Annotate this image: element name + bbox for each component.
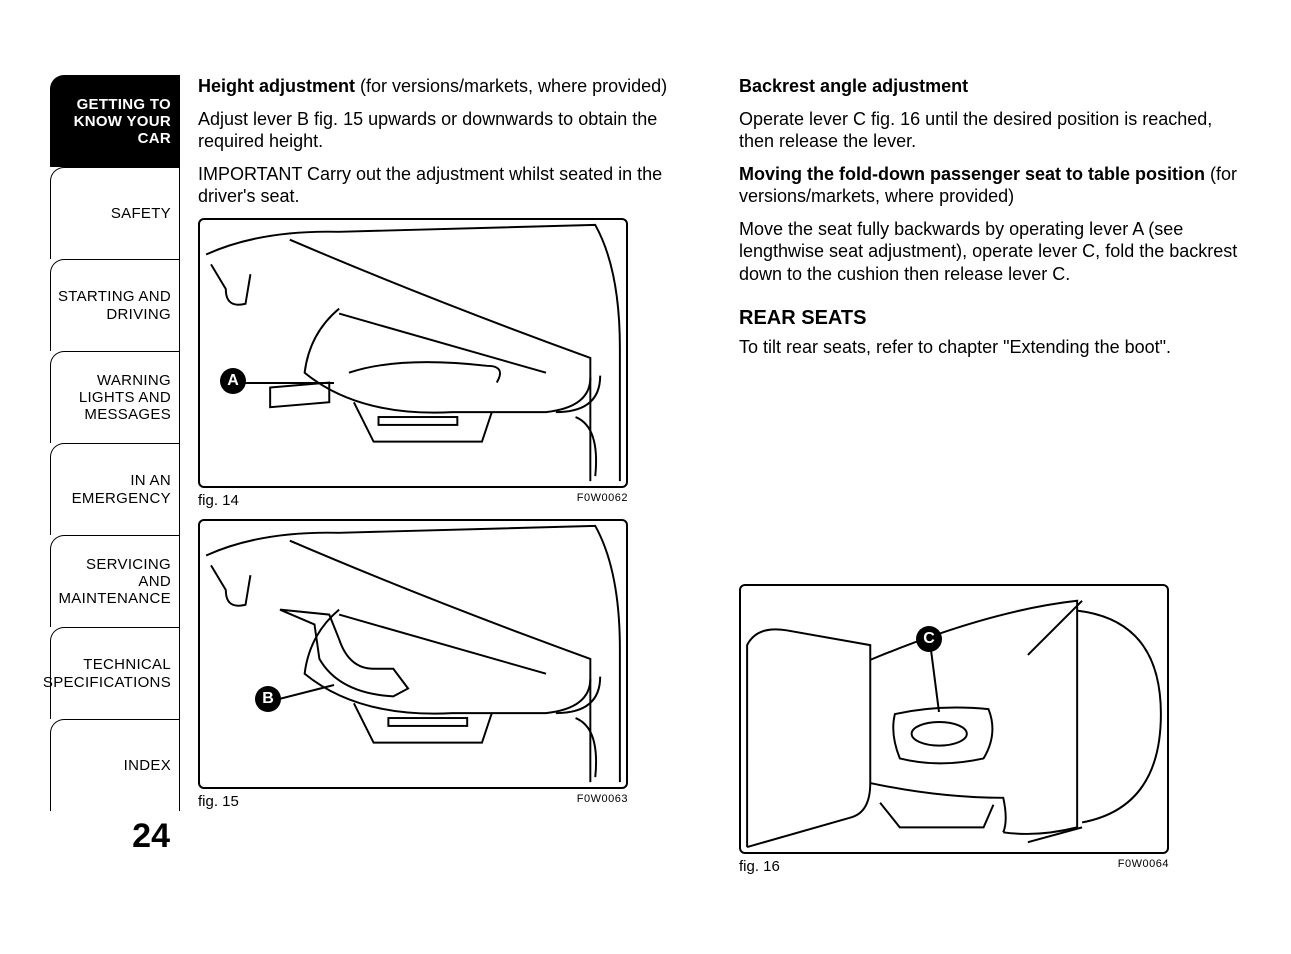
callout-a: A: [220, 368, 246, 394]
rear-seats-text: To tilt rear seats, refer to chapter "Ex…: [739, 336, 1240, 359]
figure-15: B: [198, 519, 628, 789]
sidebar-tab-getting-to-know[interactable]: GETTING TO KNOW YOUR CAR: [50, 75, 180, 167]
height-adjustment-tail: (for versions/markets, where provided): [360, 76, 667, 96]
fig16-code: F0W0064: [1118, 858, 1169, 875]
backrest-heading-text: Backrest angle adjustment: [739, 76, 968, 96]
fig16-label: fig. 16: [739, 858, 780, 875]
sidebar-tab-tech-specs[interactable]: TECHNICAL SPECIFICATIONS: [50, 627, 180, 719]
page-number: 24: [50, 817, 180, 856]
figure-15-caption: fig. 15 F0W0063: [198, 793, 628, 810]
fig15-label: fig. 15: [198, 793, 239, 810]
height-adjustment-lead: Height adjustment: [198, 76, 360, 96]
figure-14: A: [198, 218, 628, 488]
sidebar: GETTING TO KNOW YOUR CAR SAFETY STARTING…: [50, 75, 180, 885]
content-area: Height adjustment (for versions/markets,…: [180, 75, 1240, 885]
rear-seats-heading: REAR SEATS: [739, 307, 1240, 330]
moving-text: Move the seat fully backwards by operati…: [739, 218, 1240, 286]
callout-b-leader: [279, 683, 339, 713]
sidebar-tab-index[interactable]: INDEX: [50, 719, 180, 811]
figure-16: C: [739, 584, 1169, 854]
sidebar-tab-emergency[interactable]: IN AN EMERGENCY: [50, 443, 180, 535]
fig15-code: F0W0063: [577, 793, 628, 810]
fig14-code: F0W0062: [577, 492, 628, 509]
backrest-lever-c-diagram: [741, 586, 1167, 852]
callout-c-leader: [927, 650, 947, 712]
right-column: Backrest angle adjustment Operate lever …: [739, 75, 1240, 885]
adjust-lever-text: Adjust lever B fig. 15 upwards or downwa…: [198, 108, 699, 153]
seat-lever-b-diagram: [200, 521, 626, 787]
figure-14-caption: fig. 14 F0W0062: [198, 492, 628, 509]
left-column: Height adjustment (for versions/markets,…: [198, 75, 699, 885]
backrest-text: Operate lever C fig. 16 until the desire…: [739, 108, 1240, 153]
backrest-heading: Backrest angle adjustment: [739, 75, 1240, 98]
callout-a-leader: [244, 375, 334, 393]
height-adjustment-para: Height adjustment (for versions/markets,…: [198, 75, 699, 98]
sidebar-tab-safety[interactable]: SAFETY: [50, 167, 180, 259]
figure-16-caption: fig. 16 F0W0064: [739, 858, 1169, 875]
seat-lever-a-diagram: [200, 220, 626, 486]
fig14-label: fig. 14: [198, 492, 239, 509]
important-note: IMPORTANT Carry out the adjustment whils…: [198, 163, 699, 208]
sidebar-tab-servicing[interactable]: SERVICING AND MAINTENANCE: [50, 535, 180, 627]
moving-lead: Moving the fold-down passenger seat to t…: [739, 164, 1210, 184]
sidebar-tab-starting-driving[interactable]: STARTING AND DRIVING: [50, 259, 180, 351]
callout-b: B: [255, 686, 281, 712]
callout-c: C: [916, 626, 942, 652]
moving-heading: Moving the fold-down passenger seat to t…: [739, 163, 1240, 208]
sidebar-tab-warning-lights[interactable]: WARNING LIGHTS AND MESSAGES: [50, 351, 180, 443]
